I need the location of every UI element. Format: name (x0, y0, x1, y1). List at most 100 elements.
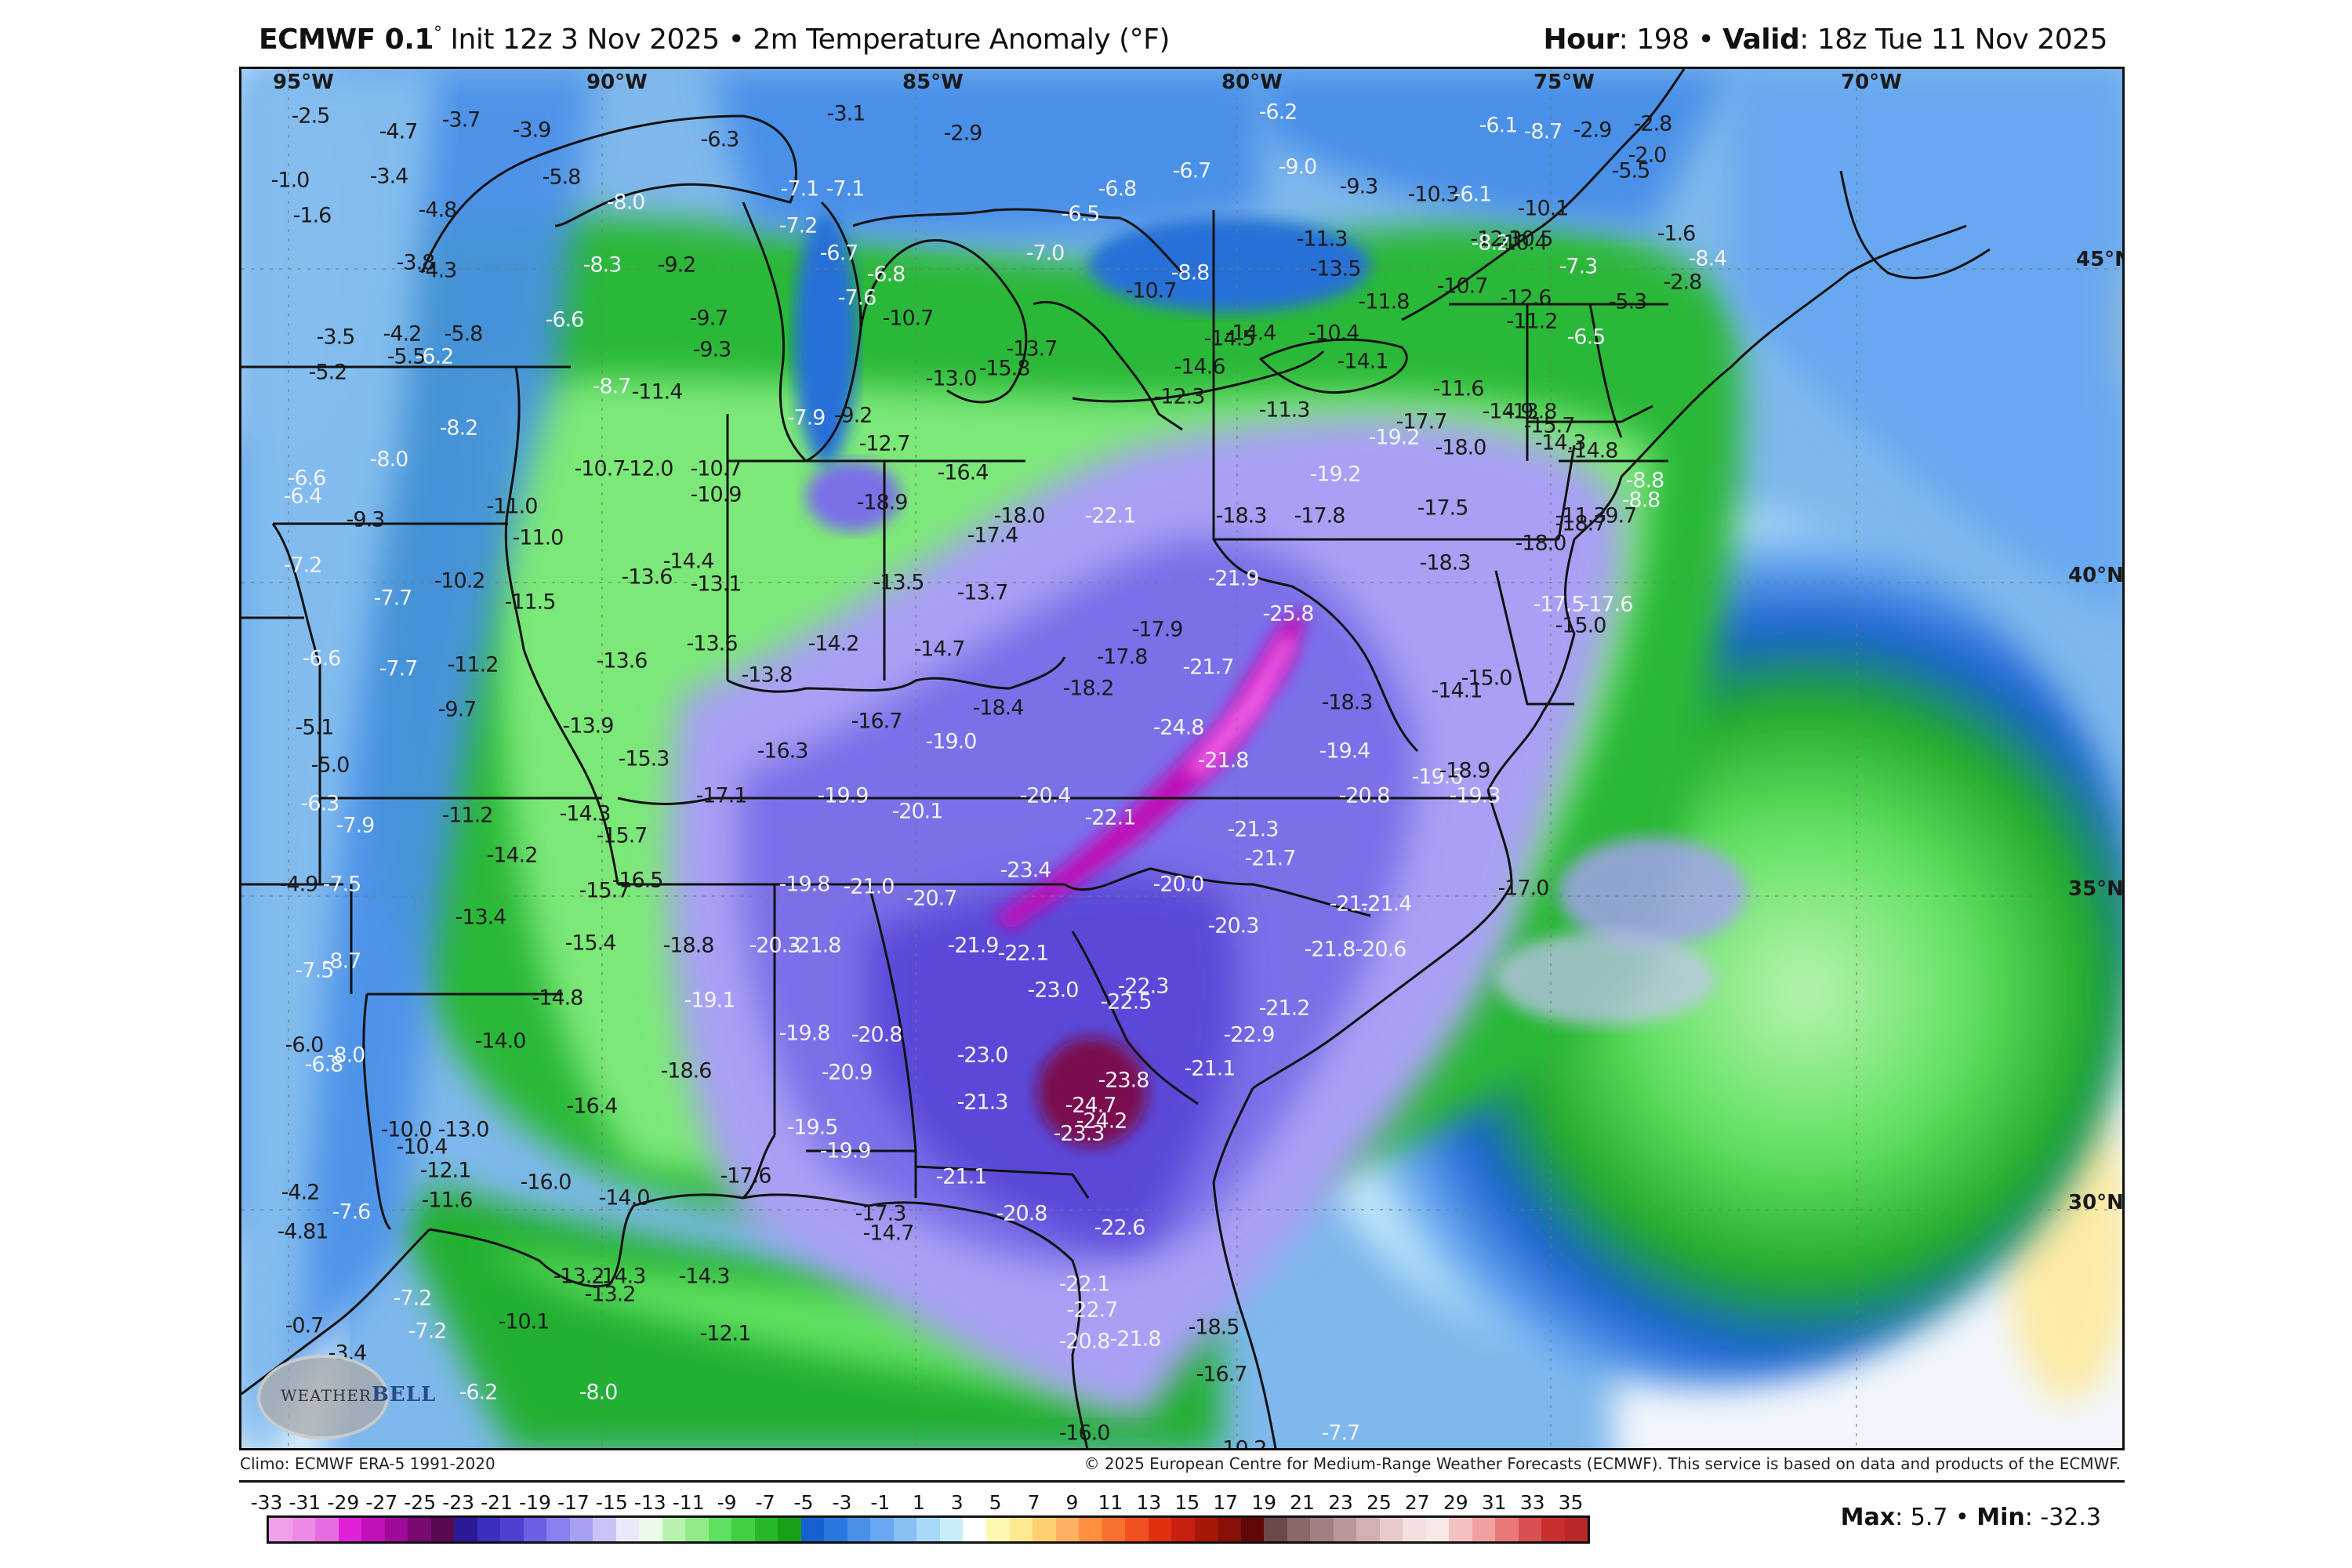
station-value: -8.8 (1625, 468, 1665, 493)
colorbar-swatch (1541, 1518, 1565, 1541)
colorbar-swatch (1240, 1518, 1265, 1541)
footer-divider (239, 1480, 2125, 1483)
station-value: -12.7 (858, 431, 911, 456)
station-value: -17.5 (1533, 592, 1585, 617)
colorbar-swatch (569, 1518, 593, 1541)
station-value: -11.0 (486, 494, 539, 519)
station-value: -9.2 (657, 252, 697, 278)
station-value: -6.2 (415, 344, 455, 369)
station-value: -7.2 (283, 553, 323, 578)
colorbar-tick: 5 (989, 1491, 1002, 1514)
station-value: -10.7 (882, 306, 935, 331)
colorbar-swatch (1333, 1518, 1357, 1541)
station-value: -8.8 (1621, 488, 1661, 513)
station-value: -7.7 (379, 656, 419, 681)
station-value: -10.7 (1125, 278, 1178, 303)
station-value: -21.0 (843, 874, 895, 899)
station-value: -7.9 (336, 813, 376, 838)
station-value: -13.8 (741, 662, 793, 688)
valid-time: Hour: 198 • Valid: 18z Tue 11 Nov 2025 (1543, 24, 2107, 56)
colorbar-tick: 27 (1404, 1491, 1430, 1514)
station-value: -13.6 (621, 564, 673, 590)
station-value: -13.7 (956, 580, 1009, 605)
station-value: -21.8 (1109, 1327, 1162, 1352)
station-value: -14.8 (1566, 438, 1619, 463)
colorbar-swatch (1425, 1518, 1450, 1541)
station-value: -7.1 (780, 176, 820, 201)
climo-note: Climo: ECMWF ERA-5 1991-2020 (240, 1454, 495, 1473)
colorbar-swatch (546, 1518, 570, 1541)
station-value: -4.8 (418, 198, 458, 223)
station-value: -19.6 (1411, 764, 1464, 789)
colorbar-swatch (1564, 1518, 1588, 1541)
colorbar-swatch (1194, 1518, 1218, 1541)
station-value: -5.8 (444, 321, 484, 347)
station-value: -13.6 (686, 631, 739, 656)
colorbar-tick: 21 (1290, 1491, 1315, 1514)
station-value: -3.1 (826, 101, 866, 126)
station-value: -11.5 (504, 590, 557, 615)
station-value: -7.2 (408, 1319, 448, 1344)
station-value: -17.6 (1581, 592, 1634, 617)
station-value: -13.4 (455, 905, 507, 930)
station-value: -12.3 (1470, 227, 1523, 252)
station-value: -19.1 (684, 988, 736, 1013)
station-value: -1.6 (1657, 221, 1697, 246)
colorbar-tick: -7 (755, 1491, 775, 1514)
station-value: -14.9 (1482, 399, 1534, 424)
station-value: -17.6 (720, 1163, 772, 1189)
station-value: -23.0 (1027, 978, 1080, 1003)
station-value: -16.4 (937, 460, 989, 485)
station-value: -6.3 (300, 791, 340, 816)
station-value: -16.5 (612, 868, 664, 893)
colorbar-swatch (1264, 1518, 1287, 1541)
station-value: -21.9 (1207, 566, 1260, 591)
colorbar-swatch (800, 1518, 825, 1541)
station-value: -21.8 (1304, 937, 1356, 962)
station-value: -8.8 (1171, 260, 1210, 285)
latitude-label: 30°N (2068, 1191, 2124, 1214)
colorbar-tick: -27 (365, 1491, 398, 1514)
max-label: Max (1840, 1504, 1896, 1531)
station-value: -10.7 (690, 456, 742, 481)
station-value: -20.3 (1207, 913, 1260, 938)
station-value: -17.1 (695, 783, 748, 808)
station-value: -18.7 (1555, 511, 1607, 536)
station-value: -7.0 (1025, 241, 1065, 266)
station-value: -19.0 (925, 729, 978, 754)
valid-value: : 18z Tue 11 Nov 2025 (1799, 24, 2107, 56)
colorbar-tick: -9 (717, 1491, 737, 1514)
station-value: -23.3 (1053, 1121, 1105, 1146)
station-value: -16.0 (520, 1170, 572, 1195)
station-value: -21.1 (1184, 1056, 1236, 1081)
colorbar-swatch (1379, 1518, 1403, 1541)
colorbar-tick: -3 (832, 1491, 852, 1514)
station-value: -11.6 (1432, 376, 1485, 401)
station-value: -6.6 (302, 646, 342, 671)
station-value: -2.8 (1633, 111, 1673, 136)
colorbar-tick: -31 (289, 1491, 321, 1514)
station-value: -9.0 (1278, 154, 1318, 180)
station-value: -13.5 (1309, 256, 1362, 281)
station-value: -25.8 (1262, 601, 1315, 626)
station-value: -6.6 (287, 466, 327, 491)
colorbar-tick-labels: -33 -31 -29 -27 -25 -23 -21 -19 -17 -15 -13 -11 -9 -7… (251, 1491, 1601, 1515)
station-value: -21.4 (1360, 891, 1413, 916)
station-value: -12.3 (1153, 384, 1206, 409)
station-value: -9.3 (1339, 174, 1379, 199)
longitude-label: 85°W (902, 71, 964, 94)
station-value: -20.8 (851, 1022, 903, 1047)
station-value: -22.5 (1100, 989, 1152, 1014)
station-value: -13.6 (596, 648, 648, 673)
colorbar-swatch (1518, 1518, 1542, 1541)
station-value: -22.3 (1117, 974, 1170, 999)
station-value: -17.5 (1417, 495, 1469, 521)
station-value: -17.8 (1294, 503, 1346, 528)
station-value: -17.7 (1396, 409, 1448, 434)
logo-text-b: BELL (371, 1383, 437, 1406)
colorbar-swatch (615, 1518, 640, 1541)
max-min-summary: Max: 5.7 • Min: -32.3 (1841, 1504, 2101, 1531)
station-value: -8.7 (322, 949, 362, 974)
station-value: -17.3 (855, 1201, 907, 1226)
station-value: -3.9 (512, 118, 552, 143)
